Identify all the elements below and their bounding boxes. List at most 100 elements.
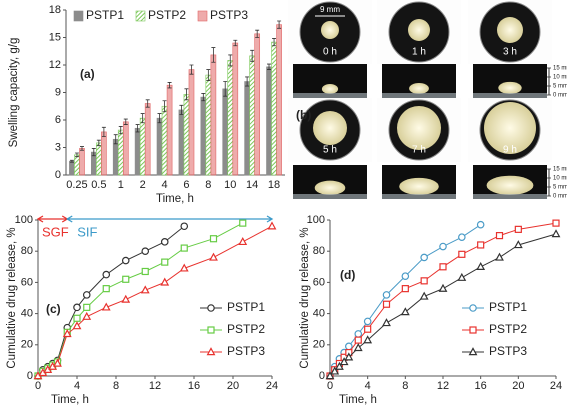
marker [382, 318, 391, 327]
glass [293, 194, 367, 199]
error-bar [255, 29, 260, 38]
bar [161, 105, 168, 176]
marker [476, 220, 485, 229]
y-axis-label: Cumulative drug release, % [6, 227, 18, 368]
glass [473, 93, 547, 98]
marker [121, 256, 130, 265]
marker [102, 285, 110, 293]
bar [96, 142, 102, 176]
error-bar [145, 99, 150, 108]
marker [160, 277, 170, 286]
marker [180, 244, 188, 252]
marker [513, 240, 523, 249]
error-bar [250, 49, 255, 62]
hydrogel [321, 21, 339, 39]
marker [477, 241, 485, 249]
error-bar [206, 69, 211, 81]
marker [83, 303, 91, 311]
x-axis-label: Time, h [156, 193, 194, 205]
error-bar [189, 64, 194, 75]
bar [79, 148, 85, 176]
ruler-label: 0 mm [553, 194, 567, 200]
error-bar [162, 100, 167, 113]
y-tick-label: 3 [55, 141, 61, 153]
marker [495, 232, 504, 240]
time-label: 5 h [323, 145, 337, 156]
x-tick-label: 8 [402, 380, 408, 392]
annotation: SIF [77, 224, 97, 239]
error-bar [267, 63, 272, 70]
hydrogel [484, 102, 536, 154]
bar [139, 117, 146, 176]
marker [72, 321, 82, 330]
x-tick-label: 4 [74, 380, 80, 392]
error-bar [211, 47, 216, 63]
marker [335, 361, 344, 370]
marker [354, 336, 362, 344]
marker [363, 335, 373, 344]
hydrogel [313, 111, 347, 145]
marker [401, 285, 409, 293]
marker [160, 238, 169, 246]
error-bar [179, 104, 184, 115]
x-tick-label: 0 [35, 380, 41, 392]
marker [495, 252, 504, 261]
x-axis-label: Time, h [51, 394, 89, 406]
x-tick-label: 14 [246, 179, 258, 191]
legend-label: PSTP1 [86, 8, 124, 22]
marker [325, 371, 335, 380]
ruler-label: 5 mm [553, 84, 567, 90]
x-tick-label: 16 [475, 380, 487, 392]
legend-marker [207, 326, 215, 334]
y-tick-label: 0 [319, 370, 325, 382]
marker [458, 233, 466, 241]
ruler-label: 0 mm [553, 93, 567, 99]
x-tick-label: 10 [224, 179, 236, 191]
error-bar [69, 159, 74, 163]
bar [134, 127, 141, 176]
legend-marker [469, 304, 477, 312]
panel-label: (d) [340, 268, 355, 282]
marker [330, 366, 340, 375]
x-tick-label: 20 [227, 380, 239, 392]
x-tick-label: 0.5 [91, 179, 106, 191]
marker [382, 300, 391, 308]
y-tick-label: 15 [49, 31, 61, 43]
ruler-label: 5 mm [553, 185, 567, 191]
error-bar [157, 113, 162, 124]
time-label: 0 h [323, 47, 337, 58]
marker [209, 235, 218, 243]
marker [339, 357, 349, 366]
legend-label: PSTP2 [148, 8, 186, 22]
y-tick-label: 12 [49, 59, 61, 71]
x-tick-label: 8 [205, 179, 211, 191]
y-tick-label: 0 [27, 370, 33, 382]
bar [205, 74, 212, 176]
bar [227, 60, 234, 176]
x-tick-label: 0 [327, 380, 333, 392]
y-tick-label: 6 [55, 114, 61, 126]
marker [62, 329, 72, 338]
legend-marker [207, 304, 215, 312]
time-label: 1 h [412, 47, 426, 58]
legend-swatch [73, 10, 84, 22]
marker [121, 294, 131, 303]
glass [382, 93, 456, 98]
time-label: 9 h [503, 145, 517, 156]
legend-label: PSTP3 [489, 344, 527, 358]
y-axis-label: Cumulative drug release, % [299, 227, 311, 368]
x-tick-label: 4 [365, 380, 371, 392]
x-tick-label: 6 [183, 179, 189, 191]
marker [180, 222, 189, 231]
error-bar [118, 126, 123, 135]
hydrogel-side [409, 82, 429, 94]
error-bar [277, 20, 282, 29]
marker [179, 263, 189, 272]
y-tick-label: 80 [313, 245, 325, 257]
marker [457, 272, 467, 281]
bar [69, 160, 75, 176]
marker [476, 261, 486, 270]
marker [439, 242, 447, 251]
y-tick-label: 100 [307, 214, 325, 226]
